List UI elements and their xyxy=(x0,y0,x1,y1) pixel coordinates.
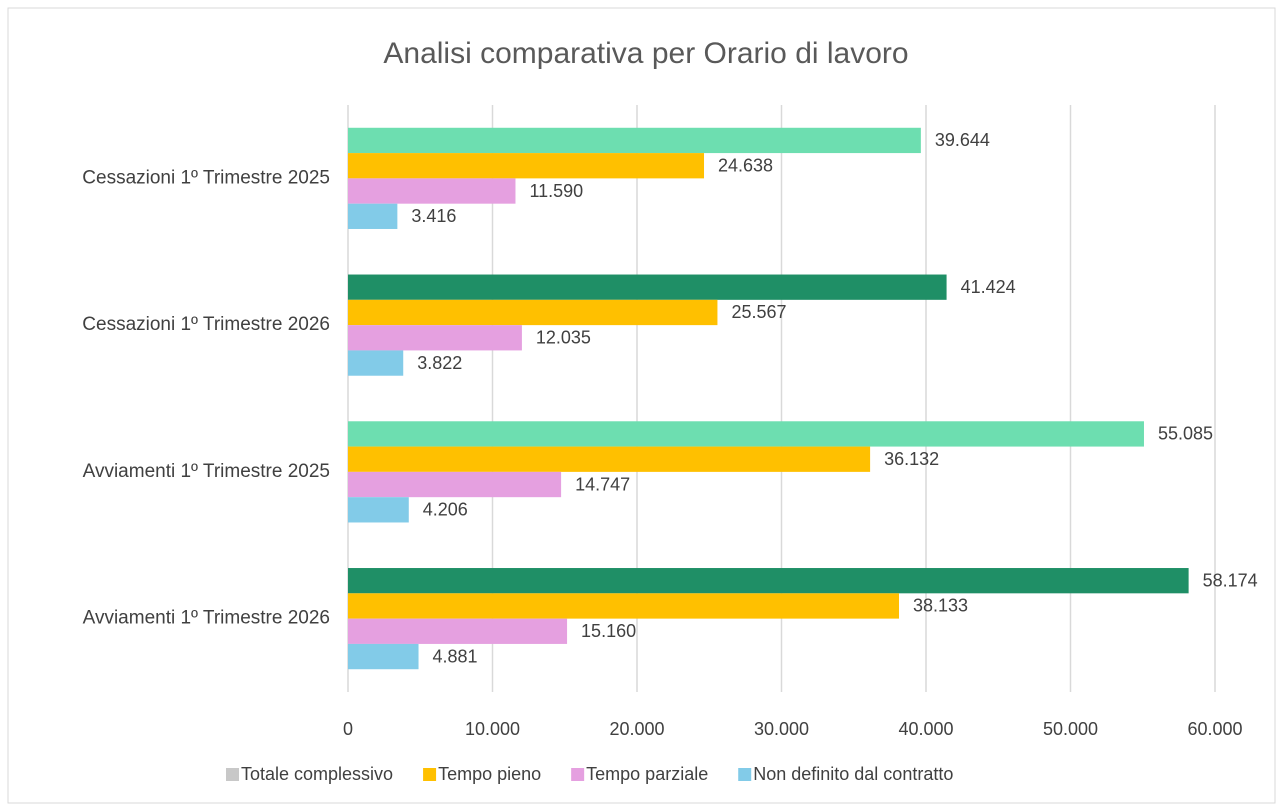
legend-label: Tempo parziale xyxy=(586,764,708,784)
data-label: 15.160 xyxy=(581,621,636,641)
data-label: 58.174 xyxy=(1203,570,1258,590)
chart-border xyxy=(7,7,1276,804)
bar xyxy=(348,350,404,376)
y-tick-label: Cessazioni 1º Trimestre 2025 xyxy=(82,167,330,188)
data-label: 38.133 xyxy=(913,596,968,616)
x-tick-label: 40.000 xyxy=(898,719,953,739)
data-label: 41.424 xyxy=(961,277,1016,297)
bar xyxy=(348,421,1144,447)
bar xyxy=(348,471,562,498)
data-label: 24.638 xyxy=(718,155,773,175)
data-label: 4.881 xyxy=(433,646,478,666)
bar xyxy=(348,178,516,204)
chart-title: Analisi comparativa per Orario di lavoro xyxy=(383,37,908,70)
legend-label: Non definito dal contratto xyxy=(753,764,953,784)
y-tick-label: Avviamenti 1º Trimestre 2025 xyxy=(83,461,330,482)
bar xyxy=(348,203,398,229)
bar xyxy=(348,325,522,351)
bar xyxy=(348,497,409,523)
bar xyxy=(348,299,718,326)
data-label: 55.085 xyxy=(1158,424,1213,444)
bar xyxy=(348,446,871,472)
data-label: 36.132 xyxy=(884,449,939,469)
x-tick-label: 60.000 xyxy=(1187,719,1242,739)
data-label: 3.416 xyxy=(411,206,456,226)
x-tick-label: 20.000 xyxy=(609,719,664,739)
legend-swatch xyxy=(738,768,752,781)
legend-label: Totale complessivo xyxy=(241,764,393,784)
data-label: 3.822 xyxy=(417,353,462,373)
bar xyxy=(348,618,568,644)
data-label: 11.590 xyxy=(529,181,583,201)
data-label: 4.206 xyxy=(423,500,468,520)
bar xyxy=(348,153,705,179)
data-label: 25.567 xyxy=(731,302,786,322)
bar xyxy=(348,127,921,154)
bar xyxy=(348,643,419,670)
y-tick-label: Cessazioni 1º Trimestre 2026 xyxy=(82,314,330,335)
x-tick-label: 0 xyxy=(343,719,353,739)
legend-swatch xyxy=(571,768,585,781)
x-tick-label: 30.000 xyxy=(754,719,809,739)
x-tick-label: 50.000 xyxy=(1043,719,1098,739)
x-tick-label: 10.000 xyxy=(465,719,520,739)
legend-label: Tempo pieno xyxy=(438,764,541,784)
legend-swatch xyxy=(226,768,239,781)
bar xyxy=(348,568,1189,594)
bar xyxy=(348,274,947,300)
data-label: 14.747 xyxy=(575,474,630,494)
data-label: 12.035 xyxy=(536,328,591,348)
data-label: 39.644 xyxy=(935,130,990,150)
y-tick-label: Avviamenti 1º Trimestre 2026 xyxy=(83,608,330,629)
legend-swatch xyxy=(423,768,437,781)
bar xyxy=(348,593,900,619)
